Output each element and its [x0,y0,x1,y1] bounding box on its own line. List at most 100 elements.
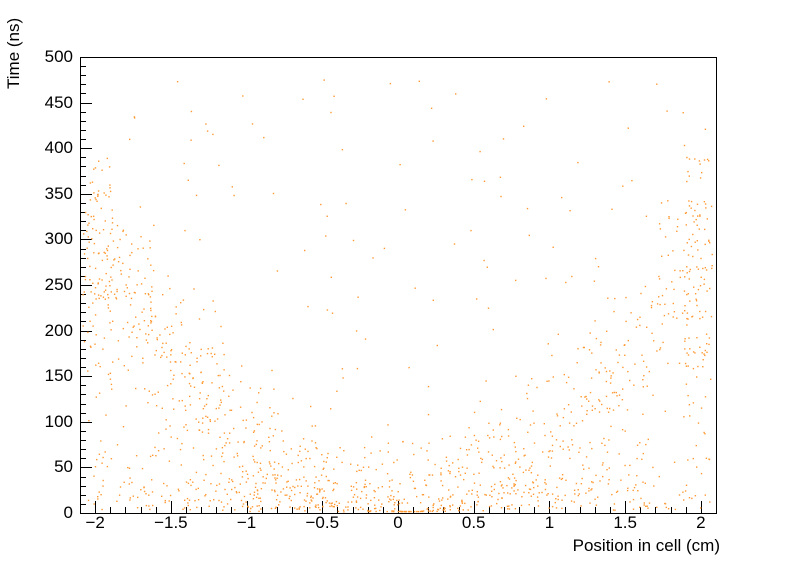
data-point [651,301,654,303]
data-point [104,220,106,222]
data-point [93,475,95,477]
data-point [93,503,95,505]
data-point [254,486,257,488]
data-point [268,441,271,443]
data-point [589,391,592,394]
data-point [299,450,301,453]
data-point [198,429,200,431]
data-point [636,318,639,321]
data-point [541,491,543,494]
data-point [387,496,389,498]
data-point [563,408,566,410]
data-point [196,506,198,509]
data-point [659,303,661,306]
data-point [562,448,564,450]
data-point [558,477,561,479]
data-point [668,217,670,220]
data-point [150,301,152,303]
data-point [603,437,605,440]
data-point [181,352,183,354]
data-point [402,510,404,513]
data-point [563,373,565,376]
data-point [241,465,244,467]
data-point [703,201,706,203]
data-point [449,505,451,507]
data-point [438,498,440,500]
data-point [452,462,454,464]
data-point [367,510,369,513]
data-point [550,457,553,459]
data-point [131,251,133,254]
data-point [94,466,97,468]
data-point [577,489,579,491]
data-point [688,497,691,499]
data-point [697,288,700,291]
data-point [350,489,353,492]
data-point [523,448,525,450]
data-point [268,436,270,438]
data-point [607,297,609,299]
data-point [391,510,393,513]
data-point [636,475,638,477]
data-point [404,209,407,211]
data-point [276,270,279,272]
data-point [690,200,693,203]
data-point [170,383,172,385]
data-point [582,346,585,349]
data-point [87,224,89,226]
data-point [515,279,517,282]
data-point [645,443,647,446]
data-point [393,510,395,513]
data-point [289,495,291,498]
data-point [639,316,641,318]
data-point [342,509,345,511]
data-point [485,494,487,496]
data-point [158,432,160,434]
data-point [526,392,528,395]
data-point [546,494,548,496]
data-point [323,467,325,469]
data-point [626,409,629,411]
data-point [674,269,676,272]
data-point [481,461,483,464]
data-point [103,251,105,254]
data-point [515,450,517,453]
data-point [381,503,383,505]
data-point [231,479,233,481]
data-point [589,441,591,444]
data-point [184,376,186,378]
data-point [488,422,490,424]
data-point [699,177,702,179]
data-point [452,494,454,496]
data-point [621,429,624,431]
data-point [178,400,180,402]
data-point [272,474,274,476]
data-point [710,315,713,318]
data-point [258,505,260,507]
data-point [440,480,442,482]
data-point [424,479,426,481]
data-point [277,474,279,476]
data-point [555,507,558,509]
data-point [189,509,191,511]
data-point [696,337,698,339]
data-point [565,281,567,284]
data-point [125,234,127,236]
data-point [364,456,366,459]
data-point [685,383,688,385]
data-point [252,455,254,458]
data-point [358,469,360,471]
data-point [256,505,258,507]
data-point [615,391,617,394]
data-point [231,488,233,491]
data-point [708,160,710,162]
data-point [131,331,133,333]
data-point [658,278,661,280]
data-point [172,378,174,380]
data-point [260,508,262,510]
data-point [129,497,131,499]
data-point [499,424,501,426]
data-point [190,110,193,113]
data-point [686,352,688,354]
data-point [639,324,641,327]
